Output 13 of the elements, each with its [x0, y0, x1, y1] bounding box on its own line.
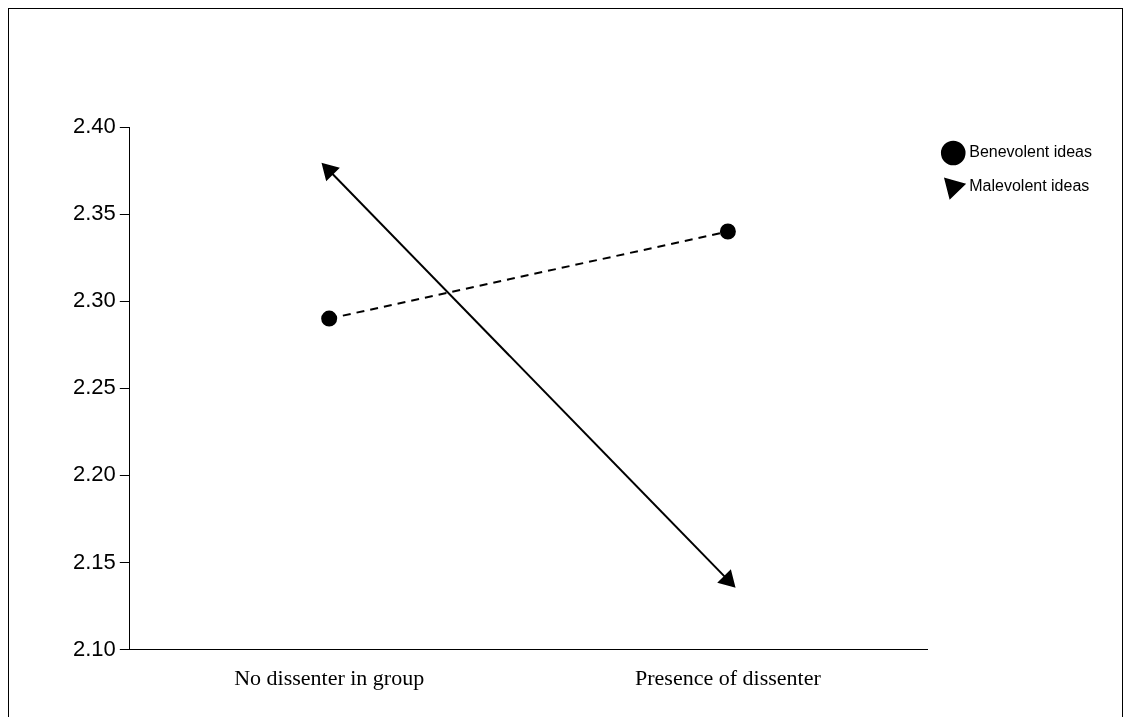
y-tick-label: 2.35: [72, 200, 116, 226]
legend-label: Malevolent ideas: [969, 177, 1090, 195]
y-tick-label: 2.40: [72, 113, 116, 139]
y-tick-label: 2.25: [72, 374, 116, 400]
x-tick-label: No dissenter in group: [234, 664, 425, 690]
legend-label: Benevolent ideas: [969, 143, 1093, 161]
x-tick-label: Presence of dissenter: [635, 664, 822, 690]
y-tick-label: 2.15: [72, 548, 116, 574]
y-tick-label: 2.10: [72, 635, 116, 661]
point: [719, 223, 736, 240]
y-tick-label: 2.20: [72, 461, 116, 487]
y-tick-label: 2.30: [72, 287, 116, 313]
point: [321, 310, 338, 327]
